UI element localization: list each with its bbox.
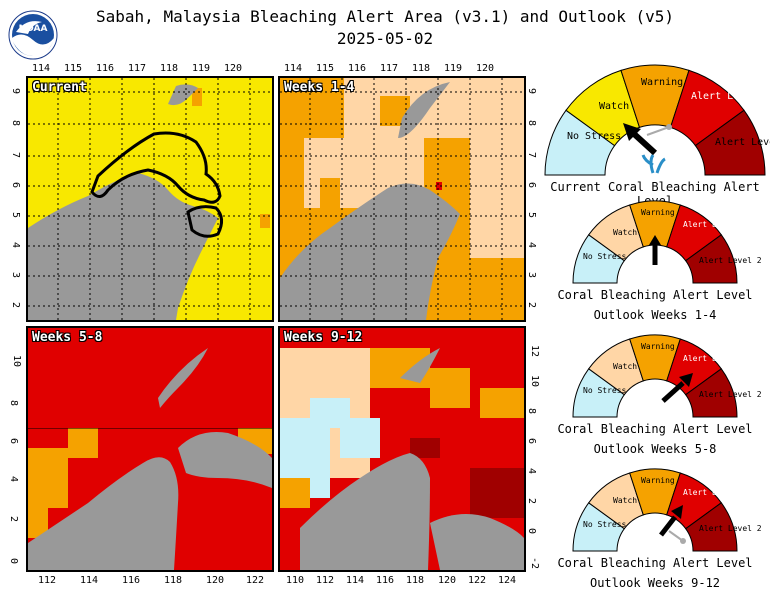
svg-text:Watch: Watch — [613, 496, 637, 505]
map-panel-current: Current — [26, 76, 274, 322]
gauge-weeks-9-12-caption2: Outlook Weeks 9-12 — [589, 576, 721, 590]
svg-text:Alert Level 1: Alert Level 1 — [691, 91, 769, 102]
gauge-weeks-1-4-caption2: Outlook Weeks 1-4 — [593, 308, 717, 322]
svg-text:Alert Level 2: Alert Level 2 — [699, 524, 762, 533]
noaa-logo: NOAA — [8, 10, 58, 60]
panel-label-current: Current — [32, 80, 87, 95]
svg-text:Alert Level 1: Alert Level 1 — [683, 220, 746, 229]
svg-text:Alert Level 1: Alert Level 1 — [683, 354, 746, 363]
logo-text: NOAA — [19, 24, 48, 34]
gauge-weeks-1-4-caption1: Coral Bleaching Alert Level — [557, 288, 753, 302]
page-date: 2025-05-02 — [336, 29, 434, 48]
svg-text:No Stress: No Stress — [567, 131, 621, 142]
svg-text:Warning: Warning — [641, 208, 675, 217]
svg-text:Alert Level 2: Alert Level 2 — [715, 137, 770, 148]
svg-text:Alert Level 2: Alert Level 2 — [699, 390, 762, 399]
svg-text:Warning: Warning — [641, 476, 675, 485]
svg-text:Warning: Warning — [641, 342, 675, 351]
gauge-weeks-5-8-caption1: Coral Bleaching Alert Level — [557, 422, 753, 436]
svg-text:Alert Level 1: Alert Level 1 — [683, 488, 746, 497]
map-panel-weeks-9-12: Weeks 9-12 — [278, 326, 526, 572]
svg-text:No Stress: No Stress — [583, 520, 627, 529]
panel-label-weeks-9-12: Weeks 9-12 — [284, 330, 363, 345]
page-title: Sabah, Malaysia Bleaching Alert Area (v3… — [96, 7, 674, 26]
svg-text:Watch: Watch — [599, 101, 629, 112]
map-panel-weeks-1-4: Weeks 1-4 — [278, 76, 526, 322]
panel-label-weeks-5-8: Weeks 5-8 — [32, 330, 103, 345]
gauge-weeks-9-12: No Stress Watch Warning Alert Level 1 Al… — [540, 466, 770, 598]
gauge-weeks-5-8: No Stress Watch Warning Alert Level 1 Al… — [540, 332, 770, 464]
svg-text:No Stress: No Stress — [583, 386, 627, 395]
gauge-current: No Stress Watch Warning Alert Level 1 Al… — [540, 62, 770, 208]
svg-text:Warning: Warning — [641, 77, 683, 88]
svg-text:No Stress: No Stress — [583, 252, 627, 261]
svg-text:Alert Level 2: Alert Level 2 — [699, 256, 762, 265]
map-panel-weeks-5-8: Weeks 5-8 — [26, 326, 274, 572]
gauge-weeks-1-4: No Stress Watch Warning Alert Level 1 Al… — [540, 198, 770, 330]
gauge-weeks-5-8-caption2: Outlook Weeks 5-8 — [593, 442, 717, 456]
panel-label-weeks-1-4: Weeks 1-4 — [284, 80, 355, 95]
svg-text:Watch: Watch — [613, 228, 637, 237]
svg-text:Watch: Watch — [613, 362, 637, 371]
gauge-weeks-9-12-caption1: Coral Bleaching Alert Level — [557, 556, 753, 570]
